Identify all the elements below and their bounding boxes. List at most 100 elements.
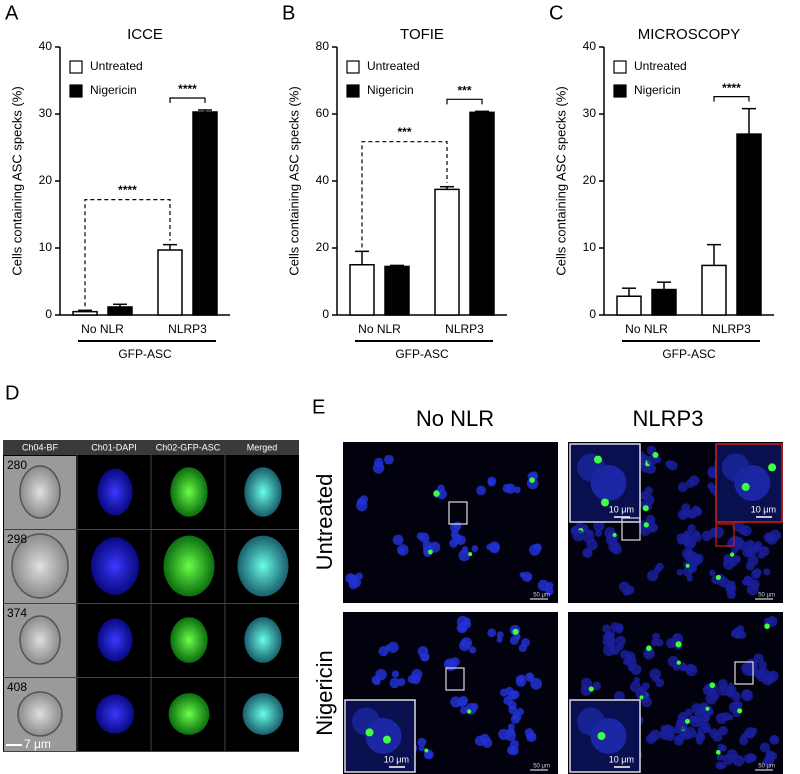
nucleus	[372, 462, 385, 474]
nucleus	[680, 728, 692, 740]
nucleus	[356, 497, 366, 507]
nucleus	[648, 526, 655, 533]
bar	[651, 288, 677, 316]
group-label: GFP-ASC	[662, 347, 716, 361]
nucleus	[718, 725, 728, 736]
channel-header: Ch04-BF	[22, 442, 59, 452]
column-header: No NLR	[416, 406, 494, 431]
y-axis-label: Cells containing ASC specks (%)	[286, 86, 301, 275]
nucleus	[515, 676, 527, 687]
nucleus	[705, 693, 717, 705]
bar	[192, 111, 218, 316]
nucleus	[749, 579, 760, 590]
chart-title: MICROSCOPY	[638, 26, 741, 43]
nucleus	[592, 681, 602, 691]
image-scale-label: 50 μm	[533, 593, 550, 599]
bar	[434, 188, 460, 316]
nucleus	[416, 532, 425, 540]
nucleus	[503, 696, 513, 706]
brightfield-cell	[17, 691, 63, 737]
image-scale-label: 50 μm	[758, 593, 775, 599]
nucleus	[594, 529, 603, 537]
asc-speck	[705, 706, 710, 711]
nucleus	[635, 688, 647, 700]
asc-signal	[168, 693, 210, 735]
significance-bracket	[169, 97, 206, 103]
significance-label: ****	[722, 81, 741, 95]
panel-letter: E	[312, 396, 325, 418]
bar	[701, 264, 727, 316]
y-tick-label: 40	[583, 39, 597, 53]
inset-scale-label: 10 μm	[384, 754, 409, 764]
asc-speck	[709, 682, 716, 689]
nucleus	[769, 734, 780, 745]
nucleus	[422, 540, 433, 551]
asc-speck	[715, 574, 721, 581]
nucleus	[521, 571, 533, 582]
region-marker	[734, 661, 754, 685]
bar	[469, 111, 495, 316]
asc-signal	[163, 535, 215, 597]
asc-speck	[715, 749, 721, 755]
nucleus	[651, 638, 659, 647]
significance-bracket	[84, 199, 171, 307]
asc-speck	[424, 748, 429, 753]
nucleus	[712, 526, 724, 539]
nucleus	[384, 454, 394, 465]
event-id: 408	[7, 680, 27, 694]
legend-label: Nigericin	[367, 83, 414, 97]
nucleus	[716, 753, 724, 761]
y-tick-label: 40	[39, 39, 53, 53]
nucleus	[652, 632, 660, 641]
channel-header: Merged	[247, 442, 278, 452]
nucleus	[723, 554, 733, 564]
legend-swatch	[69, 60, 83, 74]
nucleus	[479, 733, 490, 744]
inset-scale-label: 10 μm	[751, 504, 776, 514]
nucleus	[630, 664, 642, 676]
bar	[349, 264, 375, 316]
y-tick-label: 20	[316, 240, 330, 254]
nucleus	[693, 507, 703, 517]
nucleus	[734, 627, 744, 638]
nucleus	[499, 688, 508, 697]
nucleus	[739, 735, 749, 746]
asc-speck	[729, 552, 735, 557]
nucleus	[510, 714, 520, 724]
brightfield-cell	[19, 465, 61, 519]
y-tick-label: 40	[316, 173, 330, 187]
asc-signal	[170, 467, 208, 517]
dapi-nucleus	[97, 468, 133, 516]
nucleus	[718, 763, 725, 770]
nucleus	[752, 568, 762, 577]
nucleus	[746, 731, 754, 739]
nucleus	[673, 735, 685, 746]
asc-speck	[675, 641, 682, 648]
chart-title: TOFIE	[400, 26, 444, 43]
asc-speck	[594, 455, 602, 464]
nucleus	[647, 570, 659, 582]
nucleus	[384, 644, 392, 651]
legend-swatch	[613, 60, 627, 74]
nucleus	[741, 689, 752, 700]
asc-speck	[646, 645, 652, 652]
nucleus	[506, 727, 515, 736]
nucleus	[496, 631, 504, 639]
nucleus	[533, 543, 541, 551]
nucleus	[387, 641, 399, 653]
x-tick-label: No NLR	[81, 322, 124, 336]
group-label: GFP-ASC	[118, 347, 172, 361]
significance-label: ***	[457, 83, 471, 97]
nucleus	[530, 677, 543, 690]
inset-scale-label: 10 μm	[609, 754, 634, 764]
legend-label: Nigericin	[90, 83, 137, 97]
asc-speck	[512, 628, 519, 635]
nucleus	[707, 482, 715, 490]
nucleus	[419, 651, 430, 662]
nucleus	[753, 668, 763, 678]
nucleus	[526, 731, 537, 743]
y-tick-label: 30	[583, 106, 597, 120]
legend-swatch	[346, 84, 360, 98]
asc-speck	[433, 490, 440, 497]
